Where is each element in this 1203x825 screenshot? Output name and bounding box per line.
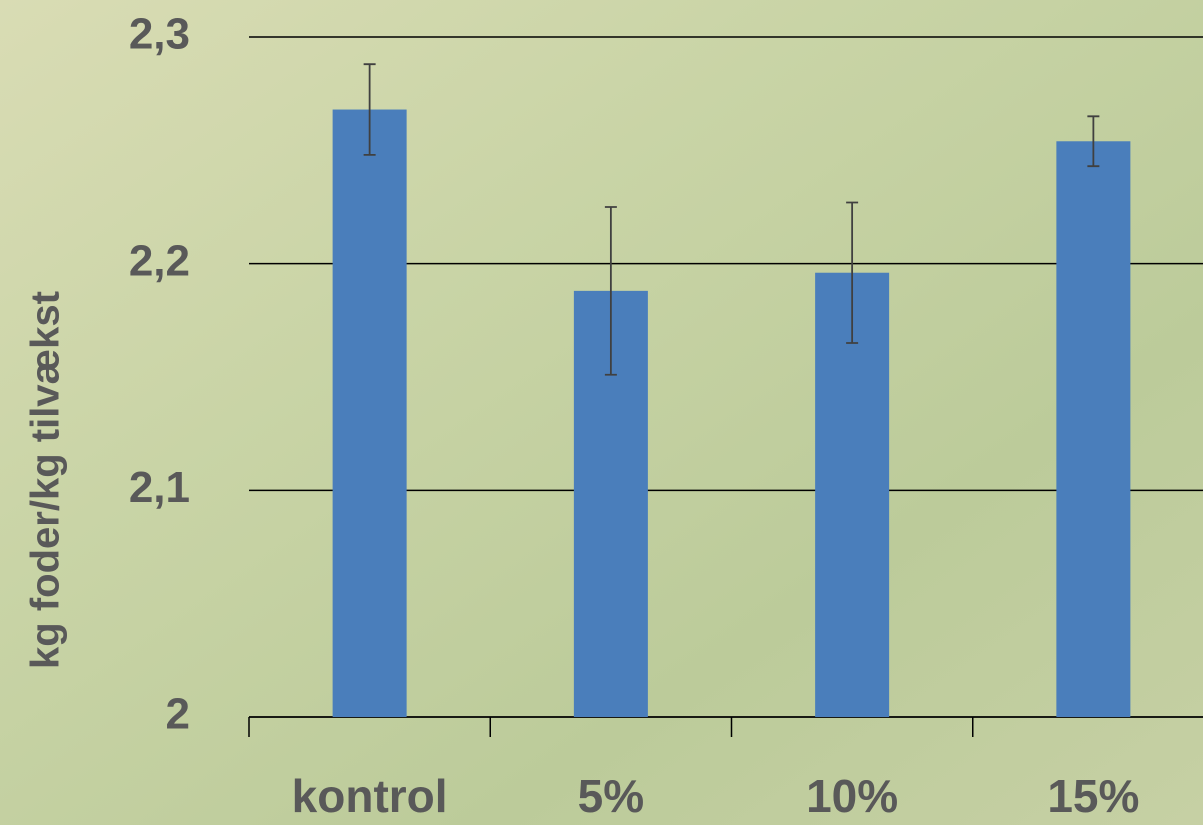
chart: kg foder/kg tilvækst 2 2,1 2,2 2,3 kontrol 5%…: [0, 0, 1203, 825]
y-axis-label: kg foder/kg tilvækst: [24, 291, 68, 669]
x-tick-label: 15%: [1047, 770, 1139, 822]
x-tick-label: 5%: [578, 770, 644, 822]
y-tick-label: 2,3: [129, 10, 190, 59]
y-tick-label: 2,1: [129, 463, 190, 512]
x-tick-label: kontrol: [292, 770, 448, 822]
bar: [1056, 141, 1130, 717]
bar: [333, 110, 407, 717]
y-tick-label: 2,2: [129, 236, 190, 285]
x-tick-label: 10%: [806, 770, 898, 822]
y-tick-label: 2: [166, 690, 190, 739]
page: {"chart_data": {"type": "bar", "y_axis_l…: [0, 0, 1203, 825]
